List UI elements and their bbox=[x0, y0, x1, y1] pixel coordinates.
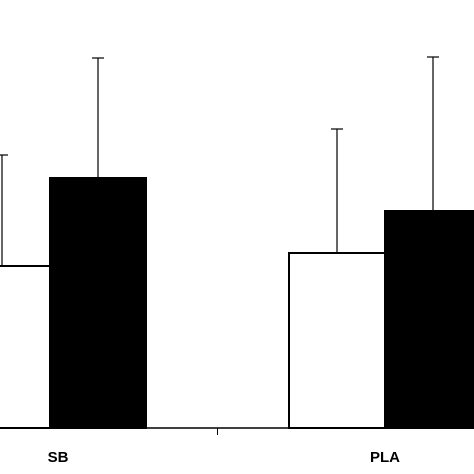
bar bbox=[0, 265, 51, 429]
x-tick-label: SB bbox=[48, 449, 69, 466]
bar bbox=[49, 177, 147, 429]
x-tick-label: PLA bbox=[370, 449, 400, 466]
bar bbox=[384, 210, 474, 429]
bar bbox=[288, 252, 386, 429]
